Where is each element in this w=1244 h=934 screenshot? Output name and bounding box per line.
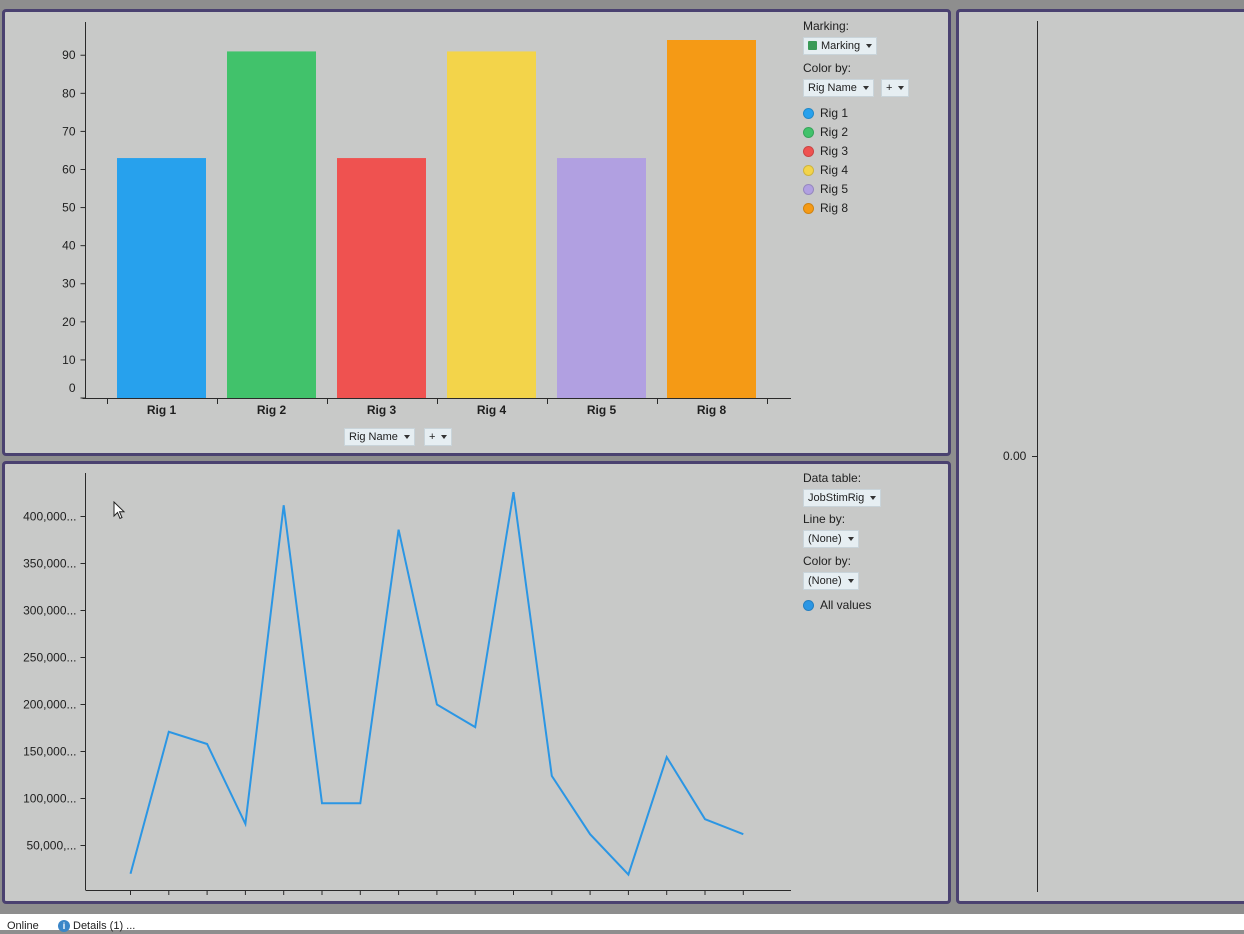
x-tick-label: Rig 1 <box>147 403 177 417</box>
chevron-down-icon <box>870 496 877 501</box>
x-axis-add-button[interactable]: + <box>424 428 453 446</box>
y-tick-label: 350,000... <box>23 557 76 571</box>
legend-item-rig-4[interactable]: Rig 4 <box>803 162 848 178</box>
online-status: Online <box>7 920 39 932</box>
legend-label: Rig 4 <box>820 163 849 177</box>
color-by-value: Rig Name <box>808 82 857 94</box>
right-chart-panel: 0.00 <box>956 9 1244 904</box>
mouse-cursor-icon <box>113 501 126 520</box>
legend-label: Rig 5 <box>820 182 849 196</box>
legend-item-rig-3[interactable]: Rig 3 <box>803 143 848 159</box>
marking-color-swatch <box>808 41 817 50</box>
legend-label: Rig 3 <box>820 144 849 158</box>
legend-item-rig-2[interactable]: Rig 2 <box>803 124 848 140</box>
x-axis-selector-value: Rig Name <box>349 431 398 443</box>
details-link[interactable]: i Details (1) ... <box>58 918 135 934</box>
x-tick-label: Rig 2 <box>257 403 287 417</box>
chevron-down-icon <box>403 435 410 440</box>
legend-label: Rig 2 <box>820 125 849 139</box>
line-by-label: Line by: <box>803 512 846 526</box>
bar-rig-4 <box>447 51 536 398</box>
legend-label: Rig 1 <box>820 106 849 120</box>
info-icon: i <box>58 920 70 932</box>
legend-swatch <box>803 165 814 176</box>
color-by-dropdown[interactable]: (None) <box>803 572 859 590</box>
legend-swatch <box>803 108 814 119</box>
legend-swatch <box>803 146 814 157</box>
color-by-value: (None) <box>808 575 842 587</box>
legend-item-rig-5[interactable]: Rig 5 <box>803 181 848 197</box>
legend-swatch <box>803 203 814 214</box>
line-chart-panel: 50,000,... 100,000... 150,000... 200,000...… <box>2 461 951 904</box>
line-by-dropdown[interactable]: (None) <box>803 530 859 548</box>
legend-swatch <box>803 184 814 195</box>
bar-chart-panel: 0 10 20 30 40 50 60 70 80 90 Rig 1 Rig 2 Rig 3 Rig 4 R… <box>2 9 951 456</box>
bar-chart: 0 10 20 30 40 50 60 70 80 90 Rig 1 Rig 2 Rig 3 Rig 4 R… <box>62 22 791 417</box>
legend-label: Rig 8 <box>820 201 849 215</box>
x-tick-label: Rig 4 <box>477 403 507 417</box>
y-tick-label: 20 <box>62 315 76 329</box>
y-axis-tick-label: 0.00 <box>1003 449 1027 463</box>
chevron-down-icon <box>441 435 448 440</box>
y-tick-label: 90 <box>62 48 76 62</box>
y-tick-label: 70 <box>62 124 76 138</box>
y-tick-label: 300,000... <box>23 604 76 618</box>
marking-value: Marking <box>821 40 861 52</box>
data-table-value: JobStimRig <box>808 492 865 504</box>
y-tick-label: 0 <box>69 381 76 395</box>
bar-rig-2 <box>227 51 316 398</box>
y-tick-label: 100,000... <box>23 792 76 806</box>
marking-dropdown[interactable]: Marking <box>803 37 878 55</box>
add-label: + <box>429 431 436 443</box>
line-by-value: (None) <box>808 533 842 545</box>
line-chart: 50,000,... 100,000... 150,000... 200,000...… <box>23 473 791 895</box>
y-tick-label: 80 <box>62 86 76 100</box>
data-table-label: Data table: <box>803 471 862 485</box>
details-label: Details (1) ... <box>73 920 136 932</box>
marking-label: Marking: <box>803 19 850 33</box>
add-label: + <box>886 82 893 94</box>
legend-item-all-values[interactable]: All values <box>803 597 871 613</box>
chevron-down-icon <box>847 579 854 584</box>
x-axis-selector[interactable]: Rig Name <box>344 428 415 446</box>
y-tick-label: 250,000... <box>23 651 76 665</box>
y-tick-label: 50 <box>62 201 76 215</box>
x-tick-label: Rig 5 <box>587 403 617 417</box>
color-by-add-button[interactable]: + <box>881 79 910 97</box>
color-by-label: Color by: <box>803 61 852 75</box>
y-tick-label: 200,000... <box>23 698 76 712</box>
legend-label: All values <box>820 598 872 612</box>
chevron-down-icon <box>898 86 905 91</box>
chevron-down-icon <box>866 44 873 49</box>
legend-item-rig-8[interactable]: Rig 8 <box>803 200 848 216</box>
y-tick-label: 40 <box>62 239 76 253</box>
legend-swatch <box>803 600 814 611</box>
y-tick-label: 400,000... <box>23 510 76 524</box>
y-tick-label: 60 <box>62 162 76 176</box>
bar-rig-8 <box>667 40 756 398</box>
x-tick-label: Rig 3 <box>367 403 397 417</box>
series-line-all-values <box>129 491 744 877</box>
legend-item-rig-1[interactable]: Rig 1 <box>803 105 848 121</box>
chevron-down-icon <box>862 86 869 91</box>
data-table-dropdown[interactable]: JobStimRig <box>803 489 882 507</box>
right-chart-axis <box>1032 21 1038 892</box>
color-by-label: Color by: <box>803 554 852 568</box>
y-tick-label: 10 <box>62 353 76 367</box>
bar-rig-3 <box>337 158 426 398</box>
y-tick-label: 50,000,... <box>26 839 76 853</box>
status-bar: Online i Details (1) ... <box>0 914 1244 932</box>
x-tick-label: Rig 8 <box>697 403 727 417</box>
legend-swatch <box>803 127 814 138</box>
color-by-dropdown[interactable]: Rig Name <box>803 79 874 97</box>
y-tick-label: 150,000... <box>23 745 76 759</box>
y-tick-label: 30 <box>62 277 76 291</box>
chevron-down-icon <box>847 537 854 542</box>
bar-rig-5 <box>557 158 646 398</box>
bar-rig-1 <box>117 158 206 398</box>
